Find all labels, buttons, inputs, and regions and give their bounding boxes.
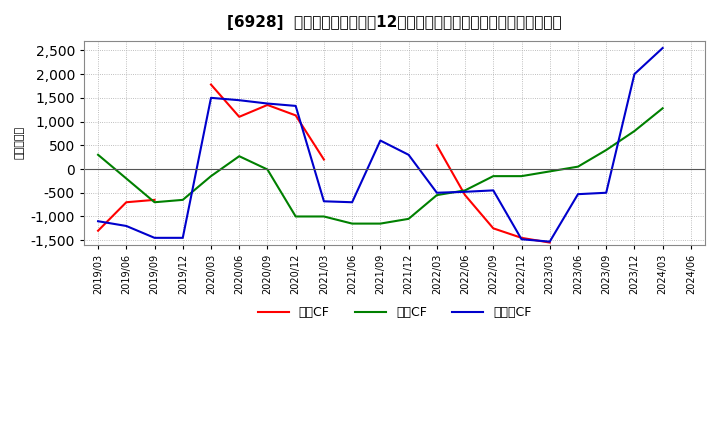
フリーCF [404,152,413,158]
営業CF [94,228,102,233]
投資CF [433,192,441,198]
投資CF [122,176,130,181]
投資CF [348,221,356,226]
Title: [6928]  キャッシュフローの12か月移動合計の対前年同期増減額の推移: [6928] キャッシュフローの12か月移動合計の対前年同期増減額の推移 [228,15,562,30]
フリーCF [292,103,300,109]
投資CF [150,200,159,205]
フリーCF [320,198,328,204]
フリーCF [348,200,356,205]
フリーCF [602,190,611,195]
フリーCF [376,138,384,143]
投資CF [602,147,611,153]
フリーCF [433,190,441,195]
フリーCF [546,239,554,244]
フリーCF [574,191,582,197]
Y-axis label: （百万円）: （百万円） [15,126,25,159]
フリーCF [263,101,271,106]
投資CF [320,214,328,219]
フリーCF [630,71,639,77]
フリーCF [94,219,102,224]
フリーCF [122,224,130,229]
投資CF [517,173,526,179]
投資CF [489,173,498,179]
投資CF [630,128,639,134]
Legend: 営業CF, 投資CF, フリーCF: 営業CF, 投資CF, フリーCF [253,301,536,324]
フリーCF [235,98,243,103]
フリーCF [150,235,159,241]
フリーCF [179,235,187,241]
投資CF [461,188,469,193]
投資CF [574,164,582,169]
Line: 投資CF: 投資CF [98,108,662,224]
投資CF [404,216,413,221]
投資CF [179,197,187,202]
フリーCF [461,189,469,194]
フリーCF [207,95,215,100]
営業CF [150,197,159,202]
投資CF [658,106,667,111]
フリーCF [658,45,667,51]
投資CF [292,214,300,219]
投資CF [235,154,243,159]
投資CF [207,173,215,179]
投資CF [94,152,102,158]
営業CF [122,200,130,205]
Line: 営業CF: 営業CF [98,200,155,231]
Line: フリーCF: フリーCF [98,48,662,242]
フリーCF [489,188,498,193]
投資CF [546,169,554,174]
投資CF [376,221,384,226]
投資CF [263,167,271,172]
フリーCF [517,237,526,242]
